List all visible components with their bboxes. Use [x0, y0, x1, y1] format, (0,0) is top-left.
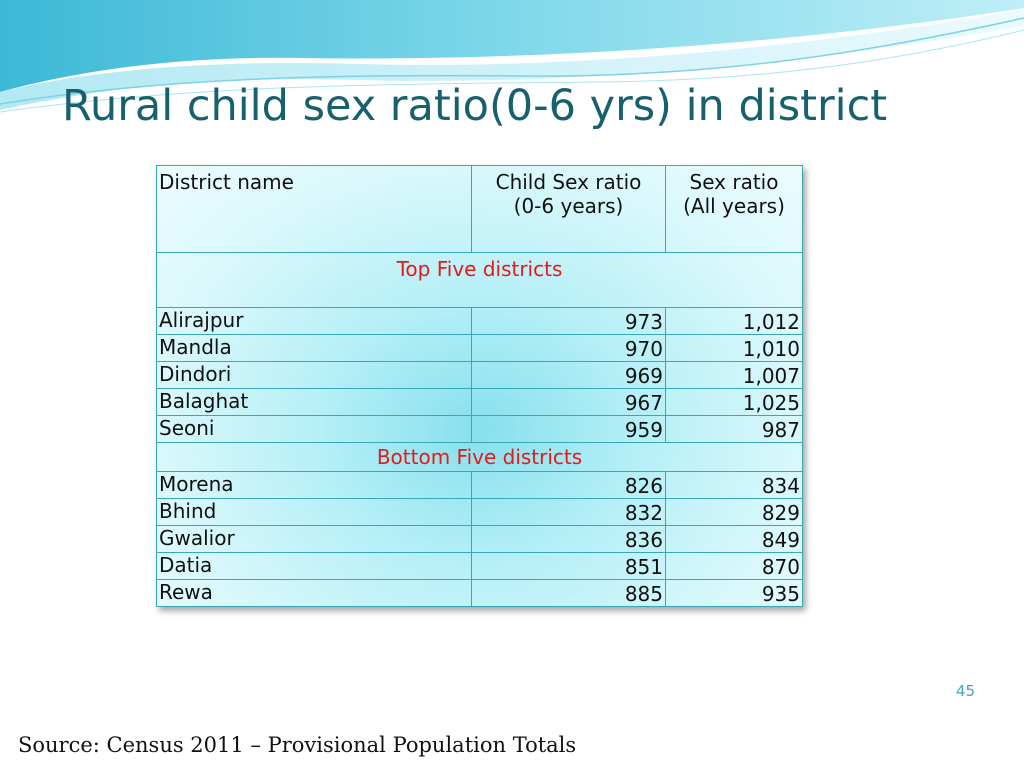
- header-sex-ratio: Sex ratio (All years): [665, 165, 803, 253]
- sex-ratio-cell: 849: [665, 525, 803, 553]
- table-row: Seoni 959 987: [156, 415, 803, 443]
- header-wave-decoration: [0, 0, 1024, 113]
- sex-ratio-cell: 1,010: [665, 334, 803, 362]
- child-sex-ratio-cell: 969: [471, 361, 666, 389]
- district-name-cell: Rewa: [156, 579, 472, 607]
- district-name-cell: Mandla: [156, 334, 472, 362]
- district-name-cell: Datia: [156, 552, 472, 580]
- sex-ratio-cell: 834: [665, 471, 803, 499]
- sex-ratio-cell: 987: [665, 415, 803, 443]
- table-header-row: District name Child Sex ratio (0-6 years…: [156, 165, 803, 253]
- header-district-name: District name: [156, 165, 472, 253]
- sex-ratio-cell: 829: [665, 498, 803, 526]
- table-row: Morena 826 834: [156, 471, 803, 499]
- table-row: Datia 851 870: [156, 552, 803, 580]
- child-sex-ratio-cell: 832: [471, 498, 666, 526]
- sex-ratio-cell: 870: [665, 552, 803, 580]
- child-sex-ratio-cell: 851: [471, 552, 666, 580]
- section-label-top-five: Top Five districts: [156, 252, 803, 308]
- child-sex-ratio-cell: 885: [471, 579, 666, 607]
- section-row-bottom: Bottom Five districts: [156, 442, 803, 472]
- child-sex-ratio-cell: 959: [471, 415, 666, 443]
- slide-title: Rural child sex ratio(0-6 yrs) in distri…: [62, 81, 888, 131]
- header-child-sex-ratio-line1: Child Sex ratio: [495, 170, 642, 194]
- table-row: Mandla 970 1,010: [156, 334, 803, 362]
- header-sex-ratio-line2: (All years): [683, 194, 785, 218]
- table-row: Bhind 832 829: [156, 498, 803, 526]
- child-sex-ratio-cell: 967: [471, 388, 666, 416]
- child-sex-ratio-cell: 970: [471, 334, 666, 362]
- district-sex-ratio-table: District name Child Sex ratio (0-6 years…: [156, 165, 803, 607]
- sex-ratio-cell: 1,025: [665, 388, 803, 416]
- table-row: Alirajpur 973 1,012: [156, 307, 803, 335]
- page-number: 45: [956, 682, 976, 700]
- district-name-cell: Dindori: [156, 361, 472, 389]
- section-label-bottom-five: Bottom Five districts: [156, 442, 803, 472]
- header-child-sex-ratio-line2: (0-6 years): [513, 194, 624, 218]
- district-name-cell: Morena: [156, 471, 472, 499]
- district-name-cell: Alirajpur: [156, 307, 472, 335]
- table-row: Balaghat 967 1,025: [156, 388, 803, 416]
- district-table-container: District name Child Sex ratio (0-6 years…: [156, 165, 803, 607]
- header-sex-ratio-line1: Sex ratio: [689, 170, 779, 194]
- child-sex-ratio-cell: 973: [471, 307, 666, 335]
- header-child-sex-ratio: Child Sex ratio (0-6 years): [471, 165, 666, 253]
- source-citation: Source: Census 2011 – Provisional Popula…: [18, 733, 577, 757]
- child-sex-ratio-cell: 826: [471, 471, 666, 499]
- sex-ratio-cell: 1,012: [665, 307, 803, 335]
- sex-ratio-cell: 935: [665, 579, 803, 607]
- sex-ratio-cell: 1,007: [665, 361, 803, 389]
- district-name-cell: Seoni: [156, 415, 472, 443]
- table-row: Rewa 885 935: [156, 579, 803, 607]
- table-row: Gwalior 836 849: [156, 525, 803, 553]
- district-name-cell: Bhind: [156, 498, 472, 526]
- district-name-cell: Gwalior: [156, 525, 472, 553]
- table-row: Dindori 969 1,007: [156, 361, 803, 389]
- child-sex-ratio-cell: 836: [471, 525, 666, 553]
- district-name-cell: Balaghat: [156, 388, 472, 416]
- section-row-top: Top Five districts: [156, 252, 803, 308]
